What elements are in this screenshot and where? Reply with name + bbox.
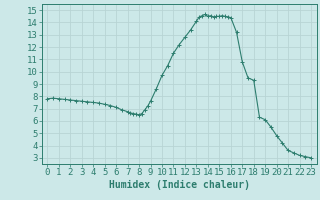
X-axis label: Humidex (Indice chaleur): Humidex (Indice chaleur) (109, 180, 250, 190)
